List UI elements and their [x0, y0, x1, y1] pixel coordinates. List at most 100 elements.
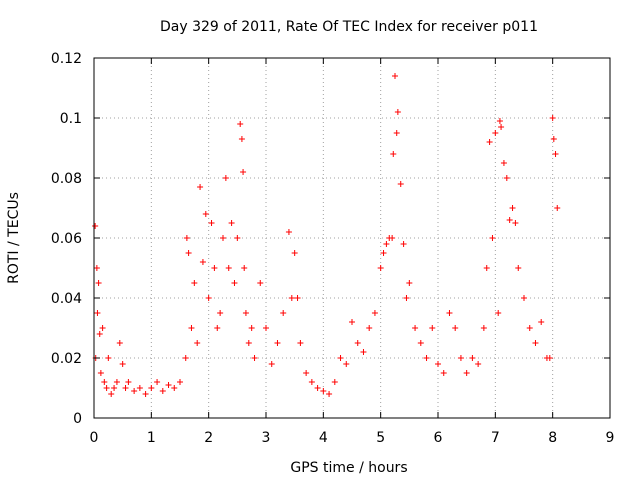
data-point [97, 370, 104, 376]
data-point [96, 331, 103, 337]
data-point [183, 235, 190, 241]
data-point [108, 391, 115, 397]
data-point [263, 325, 269, 331]
data-point [552, 151, 559, 157]
x-tick-labels: 0 1 2 3 4 5 6 7 8 9 [90, 430, 615, 446]
data-point [111, 385, 118, 391]
data-point [532, 340, 539, 346]
data-point [222, 175, 229, 181]
x-tick-label: 1 [147, 430, 156, 446]
data-point [122, 385, 129, 391]
data-point [400, 241, 407, 247]
x-tick-label: 8 [548, 430, 557, 446]
data-point [220, 235, 226, 241]
data-point [389, 235, 396, 241]
data-point [512, 220, 519, 226]
data-point [480, 325, 487, 331]
data-point [274, 340, 281, 346]
data-point [440, 370, 447, 376]
data-point [423, 355, 430, 361]
data-point [291, 250, 298, 256]
data-point [457, 355, 464, 361]
data-point [526, 325, 533, 331]
data-point [94, 310, 101, 316]
data-point [228, 220, 235, 226]
data-point [154, 379, 161, 385]
data-point [211, 265, 218, 271]
data-point [412, 325, 419, 331]
data-point [125, 379, 132, 385]
data-point [354, 340, 361, 346]
x-tick-label: 2 [204, 430, 213, 446]
data-point [103, 385, 110, 391]
data-point [492, 130, 499, 136]
data-point [475, 361, 482, 367]
data-point [496, 118, 503, 124]
data-point [326, 391, 333, 397]
data-point [403, 295, 410, 301]
data-point [142, 391, 149, 397]
data-point [95, 280, 102, 286]
data-point [191, 280, 198, 286]
data-point [360, 349, 367, 355]
data-point [546, 355, 553, 361]
data-point [406, 280, 413, 286]
data-point [238, 136, 245, 142]
x-tick-label: 3 [262, 430, 271, 446]
data-point [242, 310, 249, 316]
data-point [159, 388, 166, 394]
data-point [241, 265, 248, 271]
grid [94, 58, 610, 418]
data-point [248, 325, 255, 331]
data-point [503, 175, 510, 181]
data-point [199, 259, 206, 265]
data-point [251, 355, 258, 361]
data-point [165, 382, 172, 388]
data-point [498, 124, 505, 130]
data-point [366, 325, 373, 331]
data-point [343, 361, 350, 367]
data-point [205, 295, 212, 301]
y-tick-label: 0.02 [51, 351, 82, 367]
data-point [469, 355, 476, 361]
data-point [483, 265, 490, 271]
data-point [489, 235, 496, 241]
data-point [506, 217, 513, 223]
data-point [320, 388, 327, 394]
data-points [92, 73, 561, 397]
y-tick-label: 0.04 [51, 291, 82, 307]
data-point [337, 355, 344, 361]
x-tick-label: 4 [319, 430, 328, 446]
axis-ticks [93, 57, 611, 419]
data-point [93, 265, 100, 271]
data-point [417, 340, 424, 346]
y-tick-label: 0.06 [51, 231, 82, 247]
data-point [446, 310, 453, 316]
y-tick-label: 0.1 [60, 111, 82, 127]
y-tick-label: 0 [73, 411, 82, 427]
data-point [194, 340, 201, 346]
x-tick-label: 5 [376, 430, 385, 446]
data-point [390, 151, 397, 157]
data-point [294, 295, 301, 301]
data-point [177, 379, 183, 385]
data-point [182, 355, 189, 361]
data-point [314, 385, 321, 391]
data-point [208, 220, 215, 226]
x-tick-label: 9 [606, 430, 615, 446]
data-point [397, 181, 404, 187]
data-point [331, 379, 338, 385]
data-point [136, 385, 143, 391]
data-point [116, 340, 123, 346]
data-point [268, 361, 275, 367]
data-point [509, 205, 516, 211]
x-axis-label: GPS time / hours [290, 460, 407, 476]
data-point [303, 370, 310, 376]
data-point [101, 379, 108, 385]
data-point [435, 361, 441, 367]
data-point [554, 205, 561, 211]
data-point [113, 379, 120, 385]
data-point [538, 319, 545, 325]
data-point [245, 340, 252, 346]
x-tick-label: 6 [434, 430, 443, 446]
